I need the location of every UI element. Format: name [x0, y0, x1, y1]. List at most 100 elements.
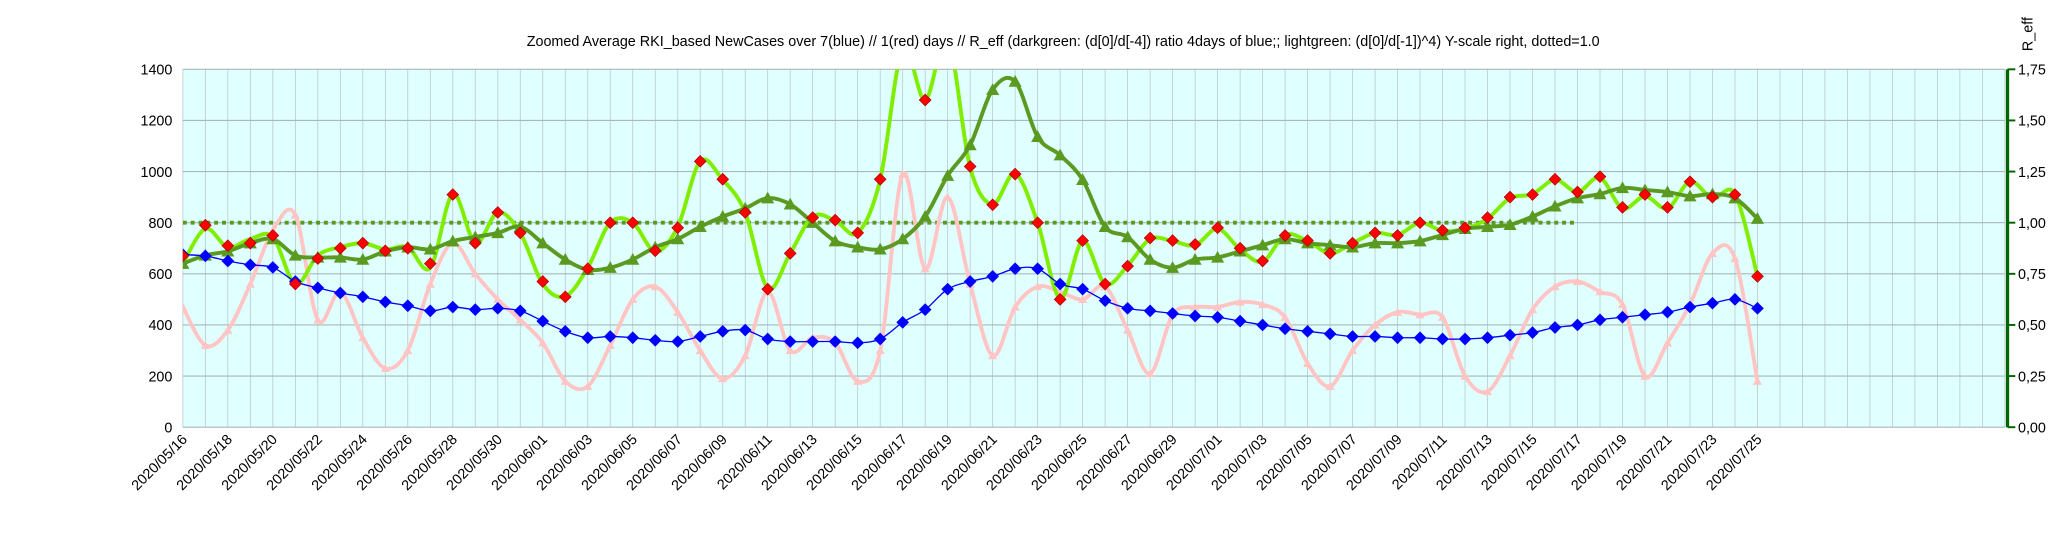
data-point [941, 169, 955, 181]
data-point [1480, 220, 1495, 233]
data-point [1525, 210, 1540, 222]
data-point [1053, 148, 1067, 161]
data-point [244, 236, 257, 250]
data-point [1481, 331, 1494, 345]
data-point [1593, 187, 1607, 200]
data-point [1008, 262, 1022, 276]
data-point [1436, 224, 1449, 237]
data-point [1368, 330, 1382, 343]
data-point [693, 330, 707, 343]
data-point [1571, 185, 1584, 199]
data-point [558, 324, 572, 338]
data-point [1415, 310, 1425, 319]
data-point [1436, 332, 1449, 346]
data-point [693, 220, 707, 233]
y2-tick-label: 1,25 [2018, 165, 2046, 181]
data-point [378, 295, 392, 309]
data-point [716, 324, 730, 338]
data-point [695, 345, 705, 355]
y-tick-label: 800 [148, 216, 172, 232]
data-point [558, 290, 572, 304]
data-point [1615, 181, 1630, 194]
data-point [1031, 216, 1044, 230]
data-point [468, 303, 482, 316]
data-point [199, 249, 212, 263]
data-point [1482, 386, 1493, 396]
series-line [182, 171, 1760, 395]
data-point [311, 281, 325, 295]
data-point [1235, 297, 1245, 306]
data-point [1098, 294, 1112, 307]
data-point [963, 138, 977, 151]
data-point [423, 304, 437, 318]
data-point [1503, 218, 1517, 230]
data-point [1751, 301, 1764, 315]
data-point [1256, 254, 1269, 268]
data-point [875, 345, 885, 355]
data-point [1166, 234, 1179, 247]
data-point [1460, 371, 1470, 380]
data-point [470, 269, 480, 278]
data-point [1391, 229, 1404, 242]
data-point [718, 374, 728, 383]
data-point [1662, 338, 1673, 347]
data-point [1571, 318, 1584, 332]
data-point [446, 188, 460, 201]
data-point [1593, 170, 1607, 184]
data-point [1683, 300, 1697, 314]
data-point [1188, 238, 1202, 251]
data-point [403, 345, 413, 355]
y-tick-label: 600 [148, 267, 172, 283]
data-point [1595, 287, 1605, 296]
data-point [1078, 294, 1088, 304]
data-point [898, 169, 908, 178]
data-point [1368, 226, 1382, 240]
data-point [538, 338, 548, 347]
data-point [918, 210, 932, 222]
data-point [1683, 175, 1697, 189]
data-point [986, 83, 1000, 95]
data-point [628, 294, 638, 304]
data-point [513, 304, 527, 318]
data-point [1301, 234, 1314, 247]
data-point [200, 340, 210, 350]
data-point [1213, 302, 1223, 311]
data-point [873, 242, 887, 255]
data-point [828, 213, 842, 227]
y-tick-label: 1200 [140, 114, 172, 130]
data-point [1121, 259, 1134, 273]
data-point [1346, 236, 1359, 250]
data-point [716, 172, 730, 186]
data-point [1526, 188, 1539, 201]
data-point [356, 236, 370, 250]
data-point [581, 262, 595, 276]
data-point [1503, 190, 1517, 204]
data-point [1256, 238, 1270, 251]
data-point [1527, 305, 1538, 314]
data-point [1010, 302, 1020, 311]
data-point [468, 236, 482, 250]
data-point [920, 264, 930, 273]
data-point [1053, 293, 1067, 306]
data-point [1323, 247, 1337, 260]
y2-axis-label: R_eff [2020, 16, 2036, 51]
data-point [761, 332, 775, 346]
data-point [1413, 216, 1427, 230]
data-point [491, 226, 505, 239]
data-point [1728, 188, 1742, 201]
data-point [333, 250, 347, 263]
data-point [1548, 321, 1562, 334]
data-point [1303, 358, 1313, 367]
data-point [1031, 262, 1044, 276]
data-point [1660, 185, 1675, 198]
data-point [828, 335, 842, 348]
data-point [873, 332, 887, 346]
data-point [673, 307, 683, 316]
data-point [1750, 212, 1764, 224]
data-point [221, 254, 235, 268]
data-point [1033, 282, 1043, 291]
data-point [1143, 304, 1157, 318]
data-point [423, 242, 437, 255]
data-point [468, 230, 482, 243]
